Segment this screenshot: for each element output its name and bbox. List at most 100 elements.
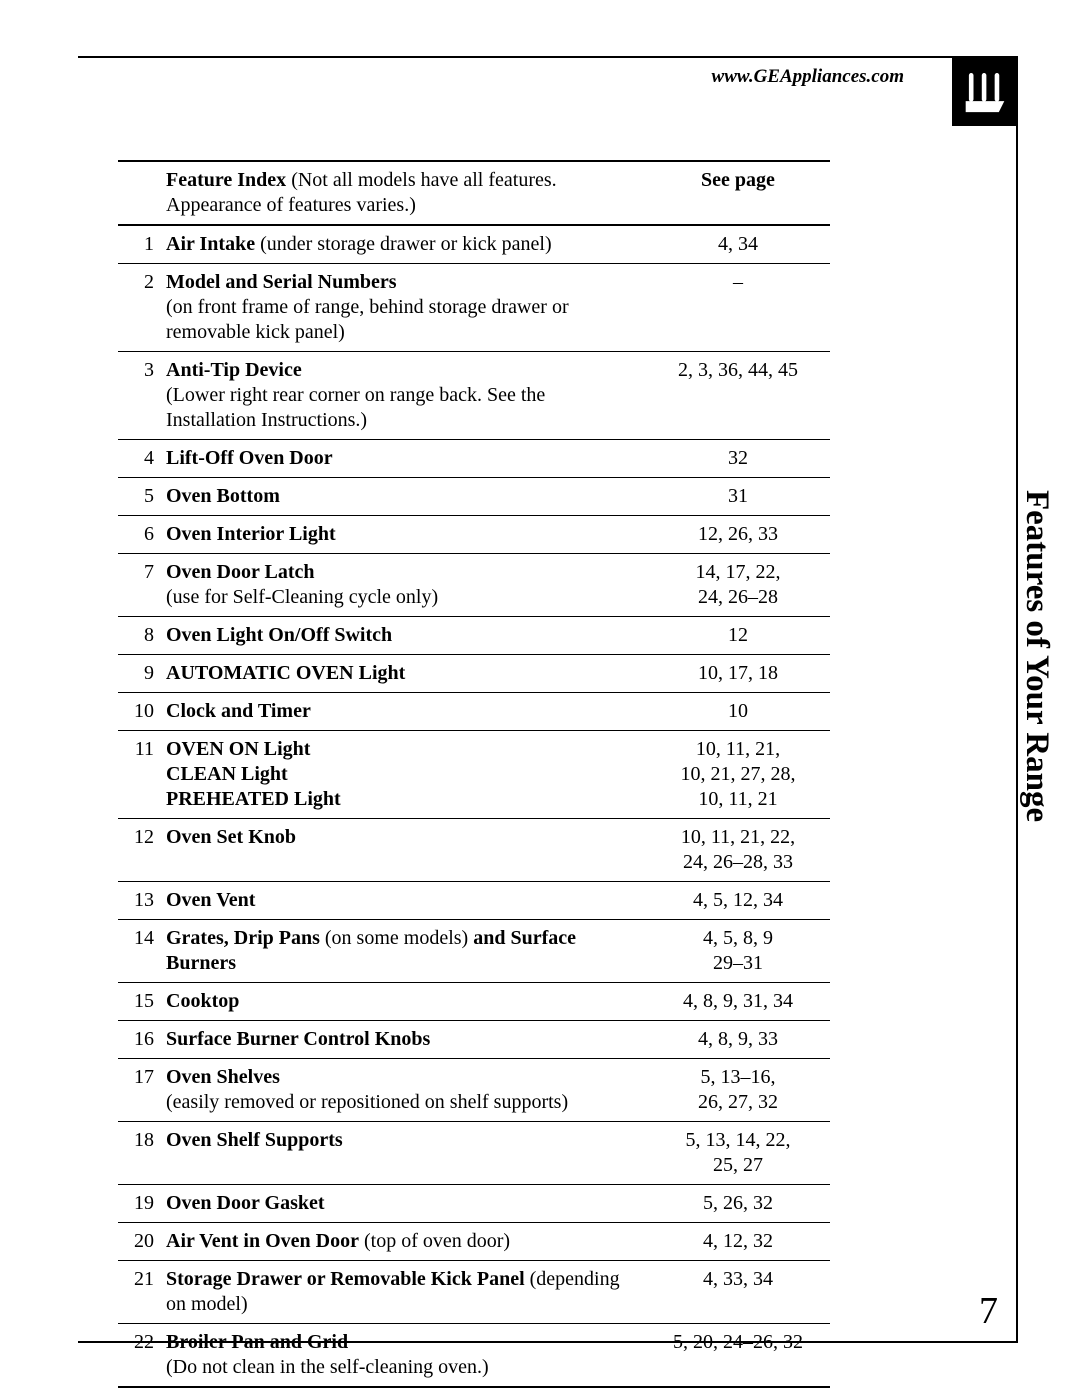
header-page-cell: See page xyxy=(646,161,830,225)
feature-note: (top of oven door) xyxy=(359,1230,510,1252)
feature-name: Model and Serial Numbers xyxy=(166,271,397,293)
table-row: 4Lift-Off Oven Door32 xyxy=(118,440,830,478)
row-number: 5 xyxy=(118,478,162,516)
row-pages: 5, 20, 24–26, 32 xyxy=(646,1324,830,1388)
row-number: 16 xyxy=(118,1021,162,1059)
page: www.GEAppliances.com Features of Your Ra… xyxy=(0,0,1080,1397)
row-pages: 4, 12, 32 xyxy=(646,1223,830,1261)
table-body: 1Air Intake (under storage drawer or kic… xyxy=(118,225,830,1387)
row-pages: 4, 5, 8, 9 29–31 xyxy=(646,920,830,983)
row-number: 18 xyxy=(118,1122,162,1185)
row-pages: – xyxy=(646,264,830,352)
section-title: Features of Your Range xyxy=(1018,490,1055,822)
row-number: 13 xyxy=(118,882,162,920)
feature-name: PREHEATED Light xyxy=(166,788,341,810)
row-number: 22 xyxy=(118,1324,162,1388)
row-pages: 4, 5, 12, 34 xyxy=(646,882,830,920)
table-row: 10Clock and Timer10 xyxy=(118,693,830,731)
table-row: 7Oven Door Latch (use for Self-Cleaning c… xyxy=(118,554,830,617)
feature-index-table: Feature Index (Not all models have all f… xyxy=(118,160,830,1388)
feature-name: OVEN ON Light xyxy=(166,738,310,760)
feature-name: Clock and Timer xyxy=(166,700,311,722)
table-row: 6Oven Interior Light12, 26, 33 xyxy=(118,516,830,554)
feature-name: AUTOMATIC OVEN Light xyxy=(166,662,405,684)
feature-name: Oven Vent xyxy=(166,889,255,911)
header-url: www.GEAppliances.com xyxy=(712,66,904,88)
table-row: 15Cooktop4, 8, 9, 31, 34 xyxy=(118,983,830,1021)
row-number: 3 xyxy=(118,352,162,440)
row-number: 12 xyxy=(118,819,162,882)
row-number: 10 xyxy=(118,693,162,731)
feature-table-container: Feature Index (Not all models have all f… xyxy=(118,160,830,1388)
feature-name: Anti-Tip Device xyxy=(166,359,302,381)
row-pages: 32 xyxy=(646,440,830,478)
row-feature: Oven Vent xyxy=(162,882,646,920)
table-row: 1Air Intake (under storage drawer or kic… xyxy=(118,225,830,264)
row-number: 19 xyxy=(118,1185,162,1223)
table-row: 3Anti-Tip Device (Lower right rear corner… xyxy=(118,352,830,440)
table-row: 13Oven Vent 4, 5, 12, 34 xyxy=(118,882,830,920)
row-pages: 4, 8, 9, 31, 34 xyxy=(646,983,830,1021)
row-number: 17 xyxy=(118,1059,162,1122)
feature-note: (on some models) xyxy=(320,927,473,949)
feature-index-label: Feature Index xyxy=(166,169,286,191)
row-feature: Oven Door Latch (use for Self-Cleaning cy… xyxy=(162,554,646,617)
row-number: 6 xyxy=(118,516,162,554)
feature-name: Cooktop xyxy=(166,990,239,1012)
table-row: 20Air Vent in Oven Door (top of oven doo… xyxy=(118,1223,830,1261)
table-row: 8Oven Light On/Off Switch12 xyxy=(118,617,830,655)
row-feature: Air Intake (under storage drawer or kick… xyxy=(162,225,646,264)
feature-name: Surface Burner Control Knobs xyxy=(166,1028,430,1050)
feature-name: Oven Shelf Supports xyxy=(166,1129,343,1151)
row-number: 1 xyxy=(118,225,162,264)
feature-note: (Do not clean in the self-cleaning oven.… xyxy=(166,1356,489,1378)
row-number: 9 xyxy=(118,655,162,693)
feature-name: Grates, Drip Pans xyxy=(166,927,320,949)
row-pages: 4, 34 xyxy=(646,225,830,264)
table-row: 11OVEN ON Light CLEAN Light PREHEATED Ligh… xyxy=(118,731,830,819)
row-feature: Model and Serial Numbers (on front frame … xyxy=(162,264,646,352)
row-feature: Oven Set Knob xyxy=(162,819,646,882)
row-feature: Oven Shelves(easily removed or repositio… xyxy=(162,1059,646,1122)
feature-note: (under storage drawer or kick panel) xyxy=(255,233,552,255)
row-pages: 5, 13, 14, 22, 25, 27 xyxy=(646,1122,830,1185)
feature-name: Air Intake xyxy=(166,233,255,255)
row-pages: 5, 13–16, 26, 27, 32 xyxy=(646,1059,830,1122)
row-pages: 2, 3, 36, 44, 45 xyxy=(646,352,830,440)
feature-note: (on front frame of range, behind storage… xyxy=(166,296,569,343)
row-feature: Anti-Tip Device (Lower right rear corner … xyxy=(162,352,646,440)
row-pages: 12 xyxy=(646,617,830,655)
row-feature: Broiler Pan and Grid(Do not clean in the… xyxy=(162,1324,646,1388)
table-row: 17Oven Shelves(easily removed or reposit… xyxy=(118,1059,830,1122)
row-feature: Air Vent in Oven Door (top of oven door) xyxy=(162,1223,646,1261)
header-num-cell xyxy=(118,161,162,225)
row-pages: 10, 11, 21, 22, 24, 26–28, 33 xyxy=(646,819,830,882)
table-row: 2Model and Serial Numbers (on front frame… xyxy=(118,264,830,352)
feature-name: Oven Door Latch xyxy=(166,561,315,583)
row-feature: Clock and Timer xyxy=(162,693,646,731)
row-feature: Oven Light On/Off Switch xyxy=(162,617,646,655)
row-pages: 10, 11, 21, 10, 21, 27, 28, 10, 11, 21 xyxy=(646,731,830,819)
row-pages: 14, 17, 22, 24, 26–28 xyxy=(646,554,830,617)
table-row: 22Broiler Pan and Grid(Do not clean in t… xyxy=(118,1324,830,1388)
row-feature: Storage Drawer or Removable Kick Panel (… xyxy=(162,1261,646,1324)
header-rule xyxy=(78,56,1018,58)
row-pages: 4, 8, 9, 33 xyxy=(646,1021,830,1059)
appliance-icon xyxy=(962,68,1008,114)
feature-note: (use for Self-Cleaning cycle only) xyxy=(166,586,438,608)
feature-name: CLEAN Light xyxy=(166,763,288,785)
row-number: 2 xyxy=(118,264,162,352)
row-number: 11 xyxy=(118,731,162,819)
row-feature: OVEN ON Light CLEAN Light PREHEATED Light xyxy=(162,731,646,819)
feature-note: (Lower right rear corner on range back. … xyxy=(166,384,545,431)
table-row: 16Surface Burner Control Knobs 4, 8, 9, 3… xyxy=(118,1021,830,1059)
feature-name: Oven Set Knob xyxy=(166,826,296,848)
row-feature: Oven Interior Light xyxy=(162,516,646,554)
row-pages: 4, 33, 34 xyxy=(646,1261,830,1324)
table-row: 5Oven Bottom31 xyxy=(118,478,830,516)
table-row: 18Oven Shelf Supports 5, 13, 14, 22, 25, … xyxy=(118,1122,830,1185)
row-feature: Oven Door Gasket xyxy=(162,1185,646,1223)
row-number: 7 xyxy=(118,554,162,617)
row-number: 21 xyxy=(118,1261,162,1324)
row-feature: Oven Shelf Supports xyxy=(162,1122,646,1185)
